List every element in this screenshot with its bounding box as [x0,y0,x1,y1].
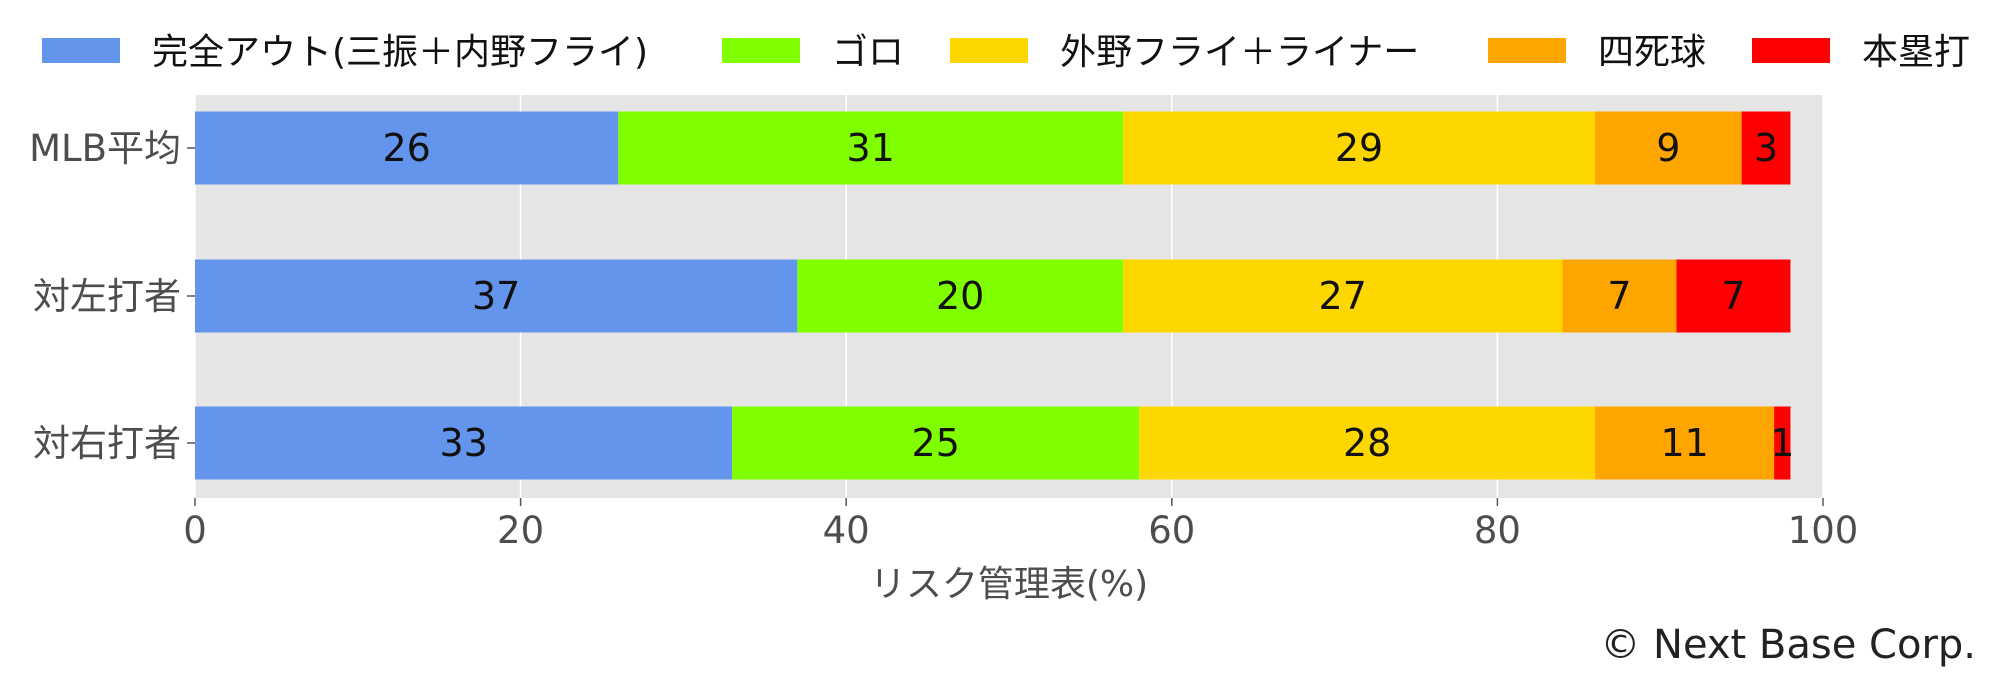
legend-swatch [950,38,1028,63]
bar-value-label: 29 [1335,126,1383,170]
bar-segment [1122,259,1563,333]
x-tick-label: 60 [1148,509,1195,552]
bar-segment [1741,111,1791,185]
x-tick-label: 0 [183,509,207,552]
bars: 26 31 29 9 337 20 27 7 733 25 28 11 1 [195,111,1794,480]
bar-segment [1595,111,1742,185]
bar-value-label: 27 [1319,274,1367,318]
bar-segment [195,111,619,185]
x-tick-label: 40 [823,509,870,552]
bar-segment [1595,406,1775,480]
legend-label: 完全アウト(三振＋内野フライ) [152,32,648,73]
legend-swatch [1488,38,1566,63]
bar-value-label: 31 [846,126,894,170]
legend: 完全アウト(三振＋内野フライ) ゴロ 外野フライ＋ライナー 四死球 本塁打 [42,32,1970,73]
bar-value-label: 7 [1721,274,1745,318]
bar-value-label: 37 [472,274,520,318]
y-tick-label: 対左打者 [33,275,181,318]
bar-segment [1562,259,1677,333]
bar-segment [1774,406,1791,480]
bar-segment [797,259,1123,333]
y-tick-label: MLB平均 [29,127,181,170]
legend-label: 外野フライ＋ライナー [1060,32,1419,73]
bar-value-label: 25 [912,421,960,465]
copyright-credit: © Next Base Corp. [1600,622,1976,668]
bar-value-label: 3 [1754,126,1778,170]
bar-value-label: 20 [936,274,984,318]
bar-segment [618,111,1123,185]
bar-segment [195,406,733,480]
bar-segment [1122,111,1596,185]
bar-value-label: 11 [1660,421,1708,465]
x-axis-label: リスク管理表(%) [870,564,1148,605]
bar-value-label: 26 [382,126,430,170]
legend-swatch [42,38,120,63]
bar-segment [1676,259,1791,333]
legend-label: 本塁打 [1862,32,1970,73]
x-tick-label: 20 [497,509,544,552]
bar-value-label: 7 [1607,274,1631,318]
legend-swatch [1752,38,1830,63]
legend-label: ゴロ [832,32,904,73]
bar-value-label: 1 [1770,421,1794,465]
legend-label: 四死球 [1598,32,1706,73]
bar-segment [732,406,1140,480]
bar-value-label: 9 [1656,126,1680,170]
x-axis: 0 20 40 60 80 100 [183,498,1858,552]
legend-swatch [722,38,800,63]
bar-value-label: 28 [1343,421,1391,465]
y-tick-label: 対右打者 [33,422,181,465]
bar-segment [195,259,798,333]
bar-value-label: 33 [439,421,487,465]
x-tick-label: 80 [1474,509,1521,552]
bar-segment [1139,406,1596,480]
x-tick-label: 100 [1788,509,1859,552]
